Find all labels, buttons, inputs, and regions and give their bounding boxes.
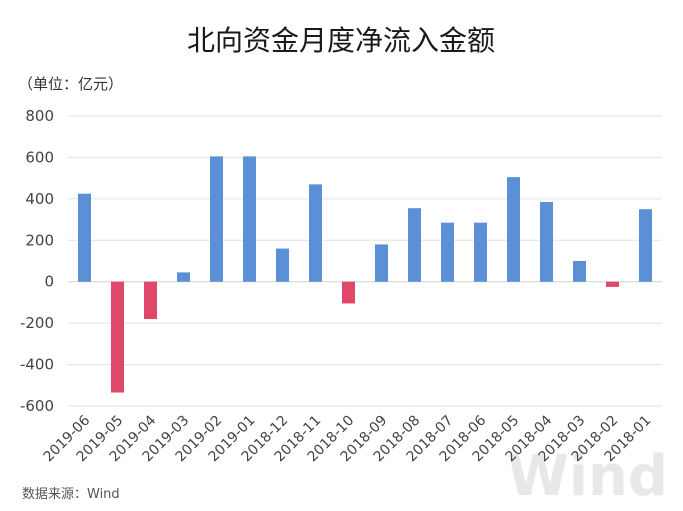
bar-2018-01	[639, 209, 652, 282]
chart-title: 北向资金月度净流入金额	[187, 24, 495, 57]
unit-label: （单位：亿元）	[18, 75, 123, 93]
bar-2018-06	[474, 222, 487, 282]
y-axis-ticks: 800 600 400 200 0 -200 -400 -600	[20, 107, 54, 415]
bar-2018-09	[375, 244, 388, 282]
bar-2018-10	[342, 281, 355, 304]
bar-2019-04	[144, 281, 157, 319]
bar-2018-03	[573, 261, 586, 282]
y-tick-label: -600	[20, 397, 54, 415]
y-tick-label: 200	[25, 231, 54, 249]
bar-2019-06	[78, 193, 91, 282]
y-tick-label: 600	[25, 148, 54, 166]
bar-2018-08	[408, 208, 421, 282]
bar-2019-05	[111, 281, 124, 393]
bar-2019-02	[210, 156, 223, 282]
y-tick-label: 0	[44, 273, 54, 291]
y-tick-label: -200	[20, 314, 54, 332]
y-tick-label: -400	[20, 356, 54, 374]
bar-2018-05	[507, 177, 520, 282]
grid-lines	[68, 115, 662, 407]
bars	[78, 156, 652, 393]
bar-2018-11	[309, 184, 322, 282]
bar-2018-12	[276, 248, 289, 282]
y-tick-label: 800	[25, 107, 54, 125]
bar-2018-07	[441, 222, 454, 282]
bar-2018-02	[606, 281, 619, 287]
y-tick-label: 400	[25, 190, 54, 208]
bar-2019-03	[177, 272, 190, 282]
watermark: Wind	[507, 444, 668, 509]
source-note: 数据来源：Wind	[22, 487, 120, 502]
bar-2019-01	[243, 156, 256, 282]
bar-2018-04	[540, 201, 553, 282]
